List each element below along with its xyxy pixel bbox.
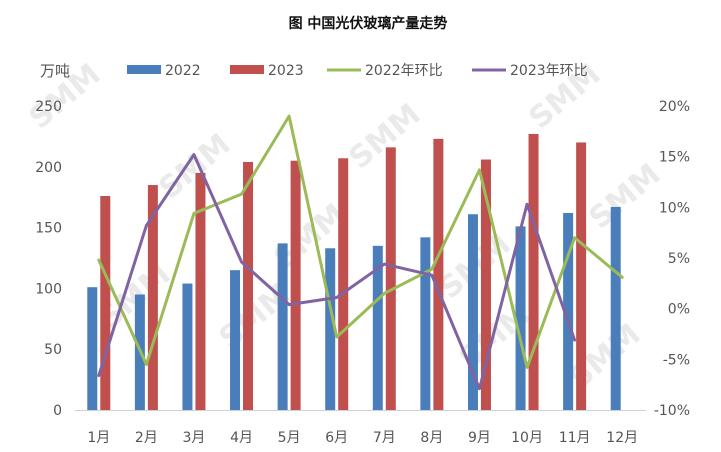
bar-2022 (610, 206, 621, 410)
x-axis: 1月 2月 3月 4月 5月 6月 7月 8月 9月 10月 11月 12月 (87, 430, 638, 446)
y-right-tick-label: 15% (659, 150, 690, 166)
y-left-tick-label: 200 (35, 160, 62, 176)
bar-2022 (325, 248, 336, 410)
x-tick-label: 11月 (559, 430, 591, 446)
bar-2022 (372, 245, 383, 410)
legend-swatch (127, 65, 161, 74)
y-axis-left: 0 50 100 150 200 250 (35, 99, 62, 419)
x-tick-label: 1月 (87, 430, 110, 446)
line-2023年环比 (97, 153, 577, 391)
y-right-tick-label: -5% (663, 352, 690, 368)
y-axis-unit: 万吨 (40, 62, 70, 80)
bar-2023 (338, 158, 349, 410)
x-tick-label: 3月 (182, 430, 205, 446)
bar-2023 (147, 185, 158, 410)
bar-2023 (433, 138, 444, 410)
x-tick-label: 9月 (468, 430, 491, 446)
x-tick-label: 7月 (373, 430, 396, 446)
bar-2022 (420, 237, 431, 410)
x-tick-label: 5月 (278, 430, 301, 446)
bar-2023 (528, 133, 539, 410)
y-right-tick-label: 0% (668, 302, 690, 318)
y-right-tick-label: 10% (659, 200, 690, 216)
bar-2022 (563, 213, 574, 410)
chart-title: 图 中国光伏玻璃产量走势 (289, 15, 448, 32)
y-right-tick-label: 20% (659, 99, 690, 115)
x-tick-label: 2月 (135, 430, 158, 446)
y-right-tick-label: -10% (654, 403, 690, 419)
bar-2023 (576, 142, 587, 411)
bar-2022 (467, 214, 478, 410)
bar-2023 (195, 172, 206, 410)
y-left-tick-label: 50 (44, 342, 62, 358)
legend-swatch (230, 65, 264, 74)
y-axis-right: -10% -5% 0% 5% 10% 15% 20% (654, 99, 690, 419)
x-tick-label: 12月 (606, 430, 638, 446)
bar-2023 (385, 147, 396, 410)
legend: 2022 2023 2022年环比 2023年环比 (127, 63, 588, 79)
bar-2022 (87, 287, 98, 410)
y-left-tick-label: 150 (35, 221, 62, 237)
legend-label: 2023年环比 (510, 63, 588, 79)
bar-2023 (243, 161, 254, 410)
y-left-tick-label: 0 (53, 403, 62, 419)
watermark-text: SMM (343, 97, 428, 176)
bar-2023 (290, 160, 301, 410)
bar-2022 (182, 283, 193, 410)
x-tick-label: 10月 (511, 430, 543, 446)
bar-2022 (230, 270, 241, 410)
lines (97, 114, 624, 391)
legend-label: 2022年环比 (365, 63, 443, 79)
bar-2022 (515, 226, 526, 410)
y-left-tick-label: 100 (35, 281, 62, 297)
x-tick-label: 8月 (420, 430, 443, 446)
watermark-text: SMM (153, 127, 238, 206)
bar-2022 (277, 243, 288, 410)
legend-label: 2023 (268, 63, 304, 79)
watermark-text: SMM (583, 157, 668, 236)
x-tick-label: 4月 (230, 430, 253, 446)
y-left-tick-label: 250 (35, 99, 62, 115)
x-tick-label: 6月 (325, 430, 348, 446)
line-2022年环比 (97, 114, 624, 369)
bar-2023 (480, 159, 491, 410)
y-right-tick-label: 5% (668, 251, 690, 267)
watermark-text: SMM (563, 317, 648, 396)
legend-label: 2022 (165, 63, 201, 79)
bar-2023 (100, 195, 111, 410)
